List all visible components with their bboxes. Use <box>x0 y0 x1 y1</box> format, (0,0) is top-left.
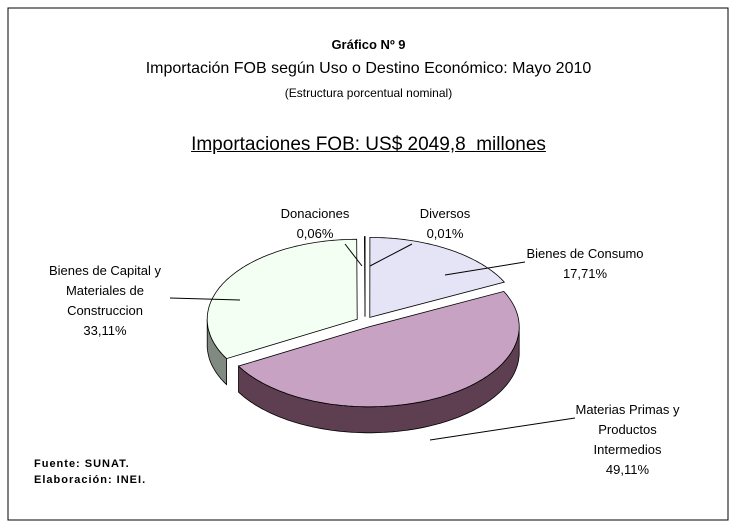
chart-subtitle: Importación FOB según Uso o Destino Econ… <box>145 60 592 77</box>
slice-label: Diversos <box>419 206 471 221</box>
chart-title: Gráfico Nº 9 <box>331 37 406 52</box>
chart-headline: Importaciones FOB: US$ 2049,8 millones <box>191 134 546 155</box>
value-label: 33,11% <box>83 323 127 338</box>
value-label: 49,11% <box>605 462 650 477</box>
leader-line <box>369 243 413 267</box>
leader-line <box>169 297 241 301</box>
value-label: 17,71% <box>562 266 608 281</box>
leader-line <box>444 261 526 276</box>
slice-label: Bienes de Capital y Materiales de Constr… <box>48 263 161 318</box>
slice-label: Donaciones <box>280 206 350 221</box>
chart-border <box>7 7 729 521</box>
value-label: 0,06% <box>296 226 334 241</box>
source: Fuente: SUNAT. <box>34 458 130 470</box>
credit: Elaboración: INEI. <box>34 474 147 486</box>
leader-line <box>429 417 576 441</box>
value-label: 0,01% <box>426 226 464 241</box>
leader-line <box>344 243 363 267</box>
slice-label: Bienes de Consumo <box>526 246 644 261</box>
slice <box>206 238 358 360</box>
slice <box>363 236 366 317</box>
slice <box>369 237 506 318</box>
chart-note: (Estructura porcentual nominal) <box>284 86 453 100</box>
slice <box>237 290 520 408</box>
slice-label: Materias Primas y Productos Intermedios <box>575 402 680 457</box>
